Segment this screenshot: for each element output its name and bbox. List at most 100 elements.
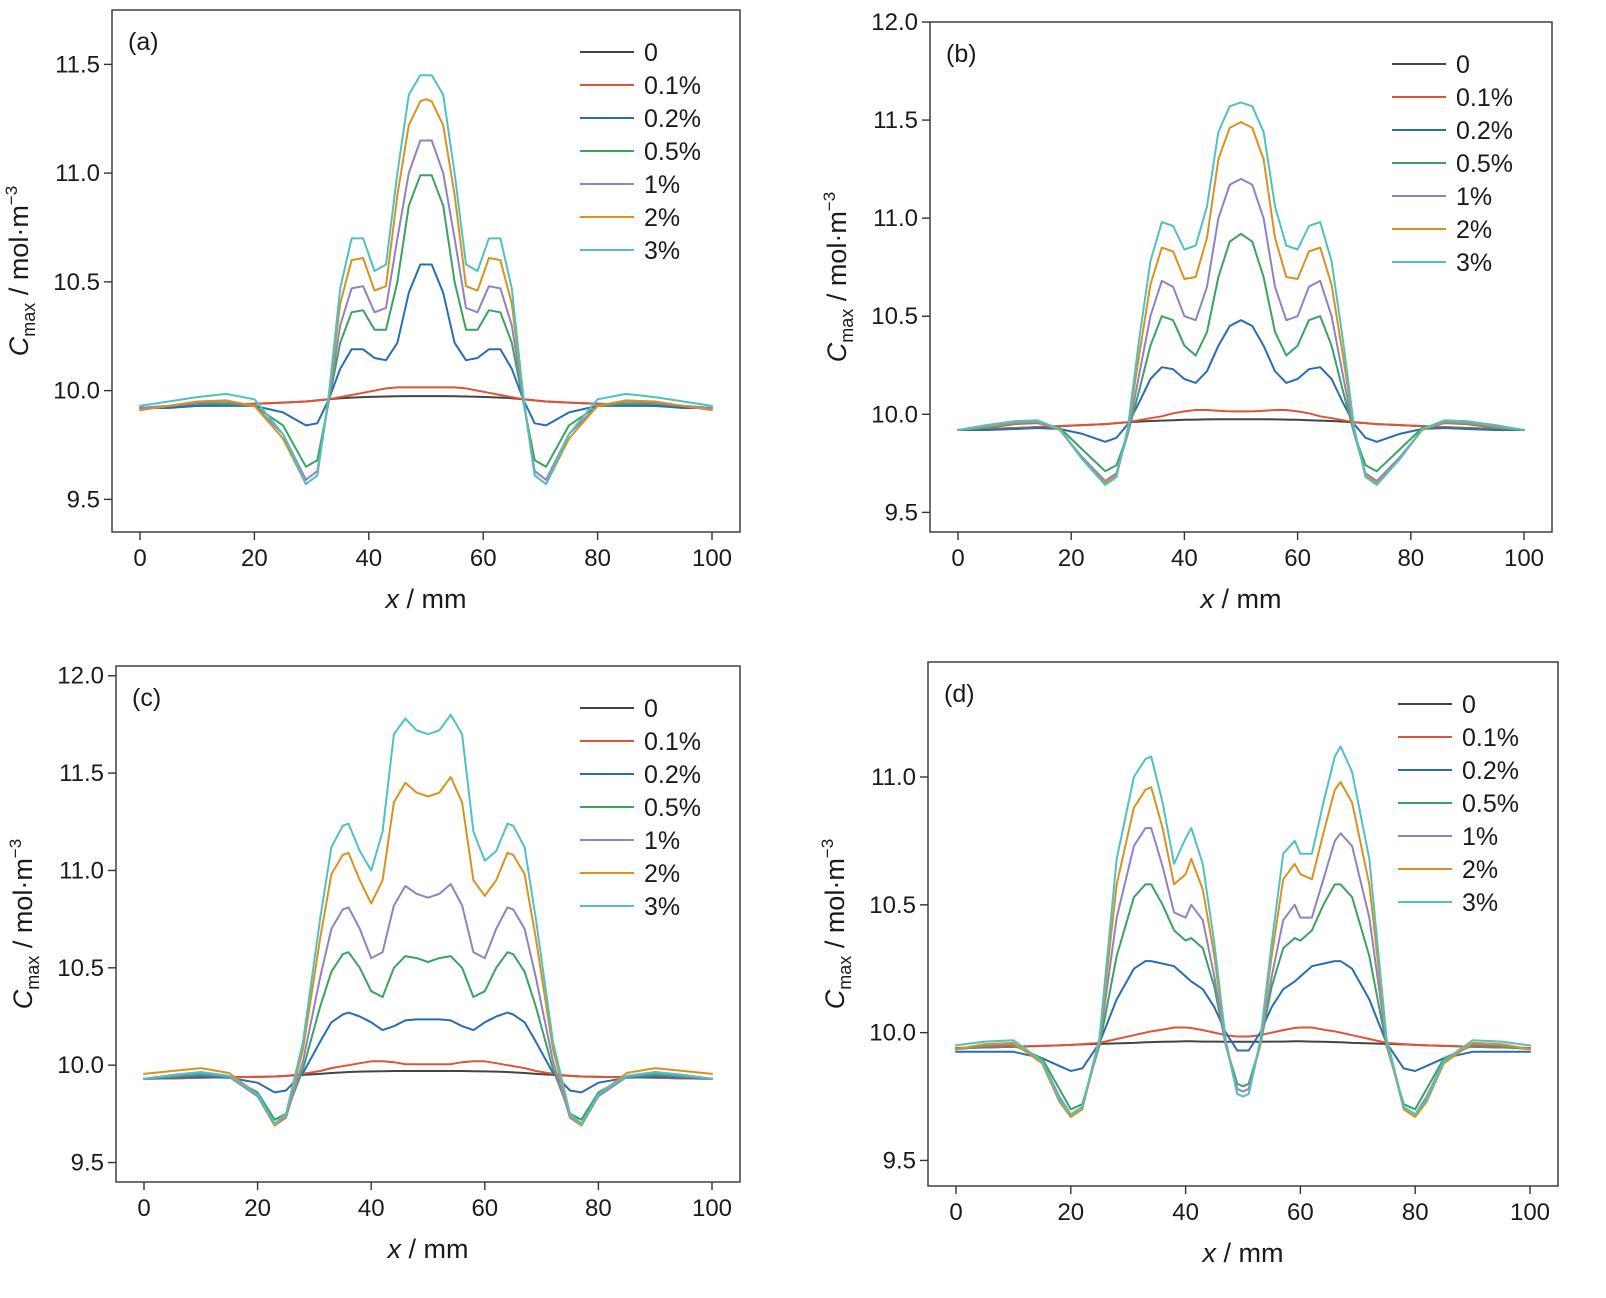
x-tick-label: 80 — [1397, 545, 1424, 572]
series-line-6 — [957, 101, 1525, 486]
y-axis-label: Cmax / mol·m−3 — [6, 839, 43, 1009]
legend: 0 0.1% 0.2% 0.5% 1% 2% 3% — [1398, 691, 1519, 917]
series-line-2 — [955, 960, 1531, 1072]
legend-label: 0.2% — [644, 761, 701, 789]
x-axis-var: x — [1199, 584, 1216, 614]
x-tick-label: 100 — [692, 1195, 732, 1222]
y-tick-label: 9.5 — [885, 499, 918, 526]
legend-label: 1% — [1462, 823, 1498, 851]
legend-label: 1% — [1456, 183, 1492, 211]
series-line-5 — [955, 781, 1531, 1118]
legend-label: 0.5% — [1462, 790, 1519, 818]
series-line-4 — [139, 139, 713, 481]
x-tick-label: 0 — [951, 545, 964, 572]
y-tick-label: 11.0 — [55, 160, 100, 187]
chart-panel-2: 0 20 40 60 80 100 9.5 10.0 10.5 11.0 11.5 12.0 x / m… — [6, 663, 741, 1264]
x-tick-label: 100 — [692, 545, 732, 572]
series-line-4 — [143, 883, 713, 1127]
plot-frame — [927, 661, 1559, 1187]
legend-label: 2% — [644, 204, 680, 232]
x-tick-label: 60 — [470, 545, 497, 572]
series-line-6 — [955, 745, 1531, 1116]
y-tick-label: 10.0 — [57, 1052, 104, 1079]
x-axis-var: x — [386, 1234, 403, 1264]
y-tick-label: 11.0 — [871, 764, 916, 791]
series-line-1 — [955, 1026, 1531, 1049]
x-tick-label: 0 — [137, 1195, 150, 1222]
x-tick-label: 0 — [949, 1199, 962, 1226]
legend-label: 2% — [1456, 216, 1492, 244]
series-line-2 — [957, 319, 1525, 443]
x-tick-label: 100 — [1504, 545, 1544, 572]
x-tick-label: 20 — [1057, 1199, 1084, 1226]
legend-label: 3% — [644, 237, 680, 265]
y-axis-var: C — [8, 989, 38, 1009]
y-axis-unit: / mol·m — [822, 211, 852, 309]
series-line-3 — [143, 951, 713, 1121]
y-axis-superscript: −3 — [820, 192, 839, 211]
x-tick-label: 20 — [244, 1195, 271, 1222]
x-tick-label: 20 — [241, 545, 268, 572]
legend: 0 0.1% 0.2% 0.5% 1% 2% 3% — [580, 39, 701, 265]
series-line-1 — [139, 386, 713, 409]
legend-label: 0 — [1462, 691, 1476, 719]
y-tick-label: 10.5 — [53, 269, 100, 296]
y-axis-var: C — [822, 342, 852, 362]
legend-label: 0.2% — [1462, 757, 1519, 785]
legend: 0 0.1% 0.2% 0.5% 1% 2% 3% — [580, 695, 701, 921]
x-axis-label: x / mm — [1199, 584, 1282, 614]
y-axis-label: Cmax / mol·m−3 — [820, 192, 857, 362]
series-line-2 — [143, 1011, 713, 1094]
y-axis-unit: / mol·m — [820, 858, 850, 956]
legend-label: 0 — [644, 695, 658, 723]
legend-label: 1% — [644, 827, 680, 855]
x-tick-label: 40 — [1171, 545, 1198, 572]
x-axis-var: x — [1201, 1238, 1218, 1268]
y-axis-label: Cmax / mol·m−3 — [2, 186, 39, 356]
series-line-3 — [957, 232, 1525, 473]
legend-label: 0.1% — [1456, 84, 1513, 112]
y-axis-subscript: max — [23, 956, 43, 990]
y-axis-superscript: −3 — [6, 839, 25, 858]
legend-label: 0 — [1456, 51, 1470, 79]
x-tick-label: 40 — [1172, 1199, 1199, 1226]
x-tick-label: 40 — [355, 545, 382, 572]
legend-label: 3% — [1456, 249, 1492, 277]
y-tick-label: 11.5 — [873, 107, 918, 134]
legend-label: 1% — [644, 171, 680, 199]
y-tick-label: 12.0 — [871, 9, 918, 36]
x-axis-label: x / mm — [386, 1234, 469, 1264]
legend-label: 3% — [644, 893, 680, 921]
series-line-4 — [957, 177, 1525, 482]
x-tick-label: 40 — [358, 1195, 385, 1222]
series-line-5 — [143, 776, 713, 1127]
y-axis-var: C — [4, 336, 34, 356]
y-tick-label: 10.5 — [57, 955, 104, 982]
series-line-6 — [143, 713, 713, 1125]
series-line-5 — [139, 98, 713, 486]
x-tick-label: 0 — [133, 545, 146, 572]
y-tick-label: 10.0 — [869, 1020, 916, 1047]
y-tick-label: 10.0 — [871, 401, 918, 428]
y-tick-label: 9.5 — [883, 1147, 916, 1174]
y-axis-unit: / mol·m — [8, 858, 38, 956]
legend-label: 2% — [644, 860, 680, 888]
series-line-1 — [143, 1060, 713, 1080]
panel-label: (b) — [946, 40, 977, 68]
plot-frame — [929, 21, 1553, 533]
series-line-1 — [957, 409, 1525, 431]
y-axis-superscript: −3 — [818, 839, 837, 858]
y-tick-label: 9.5 — [67, 486, 100, 513]
y-axis-superscript: −3 — [2, 186, 21, 205]
legend-label: 0.2% — [644, 105, 701, 133]
legend-label: 2% — [1462, 856, 1498, 884]
x-tick-label: 60 — [1284, 545, 1311, 572]
x-axis-unit: / mm — [399, 584, 467, 614]
chart-panel-0: 0 20 40 60 80 100 9.5 10.0 10.5 11.0 11.5 x / mm Cma… — [2, 9, 741, 614]
panel-label: (c) — [132, 684, 161, 712]
x-axis-unit: / mm — [1214, 584, 1282, 614]
x-tick-label: 100 — [1510, 1199, 1550, 1226]
x-axis-var: x — [384, 584, 401, 614]
series-line-3 — [955, 883, 1531, 1111]
